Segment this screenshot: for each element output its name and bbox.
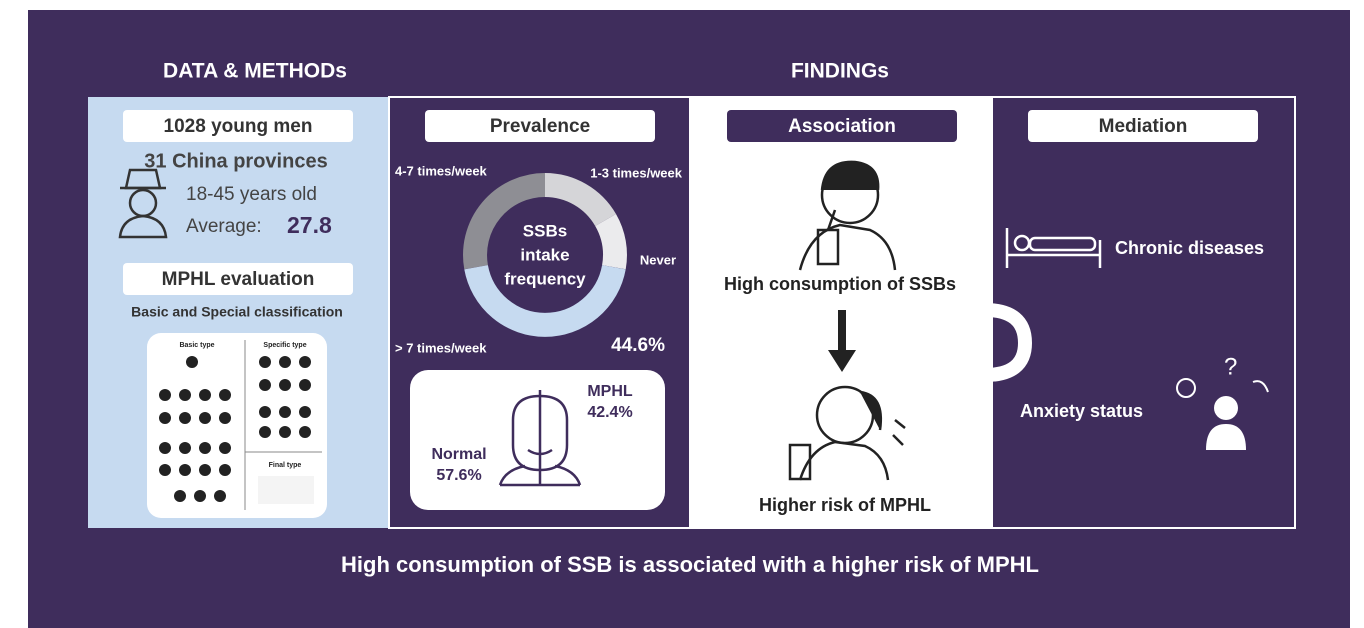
classification: Basic and Special classification bbox=[131, 304, 343, 320]
findings-frame bbox=[388, 96, 1296, 529]
effect: Higher risk of MPHL bbox=[759, 495, 931, 515]
section-header: DATA & METHODs bbox=[163, 60, 347, 83]
mediator: Chronic diseases bbox=[1115, 238, 1264, 258]
donut bbox=[463, 173, 627, 337]
hairloss-man-icon bbox=[788, 385, 906, 481]
mphl-share: 42.4% bbox=[587, 404, 632, 421]
figure-label: Final type bbox=[269, 462, 302, 469]
association-title: Association bbox=[788, 116, 896, 137]
man-icon bbox=[118, 168, 168, 239]
head-icons bbox=[159, 356, 311, 502]
drinking-man-icon bbox=[798, 160, 897, 271]
anxiety-icon: ? bbox=[1176, 353, 1269, 450]
sample-size: 1028 young men bbox=[164, 116, 313, 137]
label-box bbox=[727, 110, 957, 142]
mediator: Anxiety status bbox=[1020, 401, 1143, 421]
donut-center: frequency bbox=[504, 269, 586, 288]
figure-label: Specific type bbox=[263, 342, 306, 349]
mphl-box bbox=[410, 370, 665, 510]
mediation-loop bbox=[952, 303, 1033, 382]
normal-label: Normal bbox=[431, 446, 486, 463]
figure-notes bbox=[258, 476, 314, 504]
mediation-title: Mediation bbox=[1099, 116, 1188, 137]
donut-label: 4-7 times/week bbox=[395, 163, 488, 178]
average-label: Average: bbox=[186, 216, 262, 237]
label-box bbox=[1028, 110, 1258, 142]
donut-segment bbox=[544, 173, 616, 227]
label-box bbox=[425, 110, 655, 142]
donut-label: > 7 times/week bbox=[395, 340, 487, 355]
prevalence-title: Prevalence bbox=[490, 116, 590, 137]
question-mark: ? bbox=[1224, 353, 1237, 380]
arrow-head bbox=[945, 355, 975, 395]
evaluation: MPHL evaluation bbox=[162, 269, 315, 290]
mphl-label: MPHL bbox=[587, 383, 633, 400]
donut-label: Never bbox=[640, 252, 676, 267]
donut-share: 44.6% bbox=[611, 335, 665, 356]
provinces: 31 China provinces bbox=[144, 150, 327, 172]
figure-label: Basic type bbox=[179, 342, 214, 349]
donut-center: intake bbox=[520, 245, 569, 264]
label-box bbox=[123, 110, 353, 142]
conclusion: High consumption of SSB is associated wi… bbox=[341, 552, 1039, 577]
classification-figure bbox=[147, 333, 327, 518]
arrow-head bbox=[828, 350, 856, 372]
donut-segment bbox=[463, 173, 546, 270]
normal-share: 57.6% bbox=[436, 467, 481, 484]
donut-segment bbox=[464, 264, 626, 337]
label-box bbox=[123, 263, 353, 295]
section-header: FINDINGs bbox=[791, 60, 889, 83]
donut-label: 1-3 times/week bbox=[590, 165, 683, 180]
donut-segment bbox=[594, 214, 627, 270]
age-range: 18-45 years old bbox=[186, 184, 317, 205]
bed-icon bbox=[1005, 228, 1102, 268]
donut-center: SSBs bbox=[523, 221, 567, 240]
average-value: 27.8 bbox=[287, 212, 332, 238]
face-icon bbox=[498, 390, 582, 487]
cause: High consumption of SSBs bbox=[724, 274, 956, 294]
